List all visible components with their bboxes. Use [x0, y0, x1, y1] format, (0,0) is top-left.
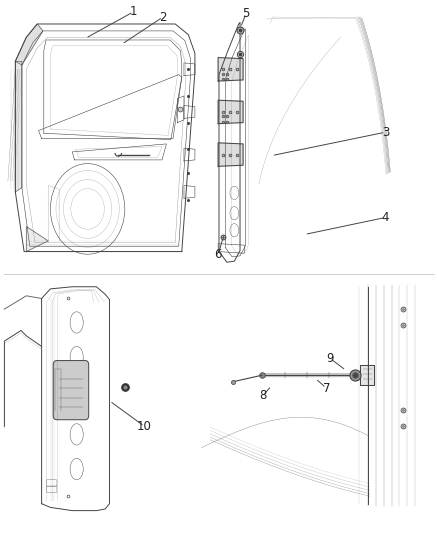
Polygon shape: [218, 143, 243, 166]
Text: 2: 2: [159, 11, 167, 23]
FancyBboxPatch shape: [53, 360, 88, 420]
Polygon shape: [360, 365, 374, 385]
Text: 1: 1: [130, 5, 138, 18]
Text: 4: 4: [381, 211, 389, 224]
Polygon shape: [15, 24, 43, 65]
Text: 8: 8: [259, 389, 266, 402]
Text: 7: 7: [322, 382, 330, 394]
Polygon shape: [15, 61, 22, 192]
Polygon shape: [26, 227, 48, 252]
Text: 5: 5: [243, 7, 250, 20]
Polygon shape: [218, 100, 243, 124]
Text: 6: 6: [214, 248, 222, 261]
Text: 9: 9: [326, 352, 334, 365]
Polygon shape: [218, 58, 243, 81]
Text: 10: 10: [137, 420, 152, 433]
Text: 3: 3: [382, 126, 389, 139]
